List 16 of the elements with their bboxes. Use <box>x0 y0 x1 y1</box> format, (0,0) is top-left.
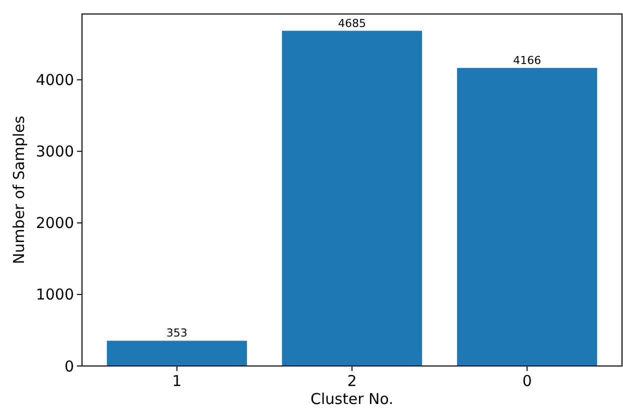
x-tick-label: 1 <box>172 372 182 390</box>
y-tick-label: 2000 <box>36 214 74 232</box>
data-label: 353 <box>166 326 188 340</box>
bar <box>282 30 422 366</box>
bar <box>106 340 247 366</box>
x-axis-title: Cluster No. <box>310 390 394 408</box>
y-tick-label: 4000 <box>36 71 74 90</box>
bar <box>457 68 598 366</box>
x-tick-label: 2 <box>347 372 357 390</box>
data-label: 4166 <box>513 54 542 67</box>
data-label: 4685 <box>338 16 366 30</box>
x-tick-label: 0 <box>522 372 532 390</box>
y-tick-label: 1000 <box>36 286 74 304</box>
y-tick-label: 0 <box>64 357 74 376</box>
y-tick-label: 3000 <box>36 142 74 161</box>
y-axis-title: Number of Samples <box>10 116 28 264</box>
